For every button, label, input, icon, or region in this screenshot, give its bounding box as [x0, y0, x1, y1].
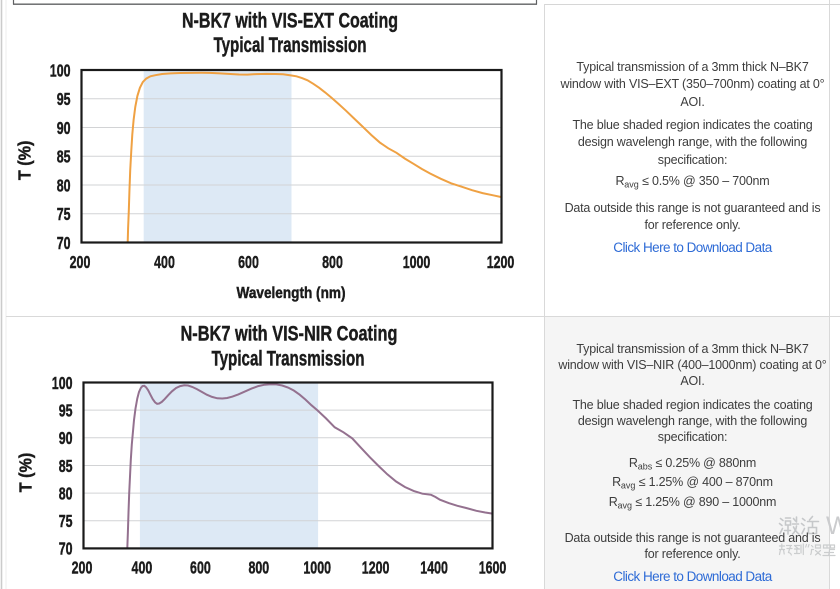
- svg-text:75: 75: [59, 511, 73, 531]
- svg-text:N-BK7 with VIS-NIR Coating: N-BK7 with VIS-NIR Coating: [181, 321, 398, 346]
- svg-text:90: 90: [57, 118, 71, 138]
- svg-text:80: 80: [57, 175, 71, 195]
- svg-text:75: 75: [57, 204, 71, 224]
- svg-text:T (%): T (%): [16, 453, 36, 493]
- svg-text:1200: 1200: [487, 252, 515, 272]
- svg-text:100: 100: [52, 373, 73, 393]
- svg-text:Typical Transmission: Typical Transmission: [212, 345, 365, 370]
- svg-text:1000: 1000: [403, 252, 431, 272]
- svg-text:600: 600: [238, 252, 259, 272]
- svg-text:95: 95: [59, 400, 73, 420]
- svg-text:Wavelength (nm): Wavelength (nm): [237, 285, 346, 302]
- svg-text:400: 400: [132, 558, 153, 578]
- svg-text:1200: 1200: [362, 558, 390, 578]
- svg-text:1000: 1000: [303, 558, 331, 578]
- svg-text:70: 70: [59, 539, 73, 559]
- svg-text:1600: 1600: [479, 558, 507, 578]
- svg-text:90: 90: [59, 428, 73, 448]
- svg-text:80: 80: [59, 483, 73, 503]
- svg-text:70: 70: [57, 233, 71, 253]
- svg-text:1400: 1400: [420, 558, 448, 578]
- svg-text:800: 800: [248, 558, 269, 578]
- svg-text:85: 85: [57, 147, 71, 167]
- svg-text:800: 800: [322, 252, 343, 272]
- svg-text:85: 85: [59, 456, 73, 476]
- svg-text:95: 95: [57, 89, 71, 109]
- svg-text:T (%): T (%): [15, 141, 35, 181]
- svg-text:W: W: [826, 512, 840, 540]
- svg-text:200: 200: [70, 252, 91, 272]
- svg-text:Typical Transmission: Typical Transmission: [214, 32, 367, 57]
- svg-text:600: 600: [190, 558, 211, 578]
- svg-text:100: 100: [50, 60, 71, 80]
- svg-text:N-BK7 with VIS-EXT Coating: N-BK7 with VIS-EXT Coating: [182, 7, 398, 32]
- svg-text:200: 200: [72, 558, 93, 578]
- svg-text:400: 400: [154, 252, 175, 272]
